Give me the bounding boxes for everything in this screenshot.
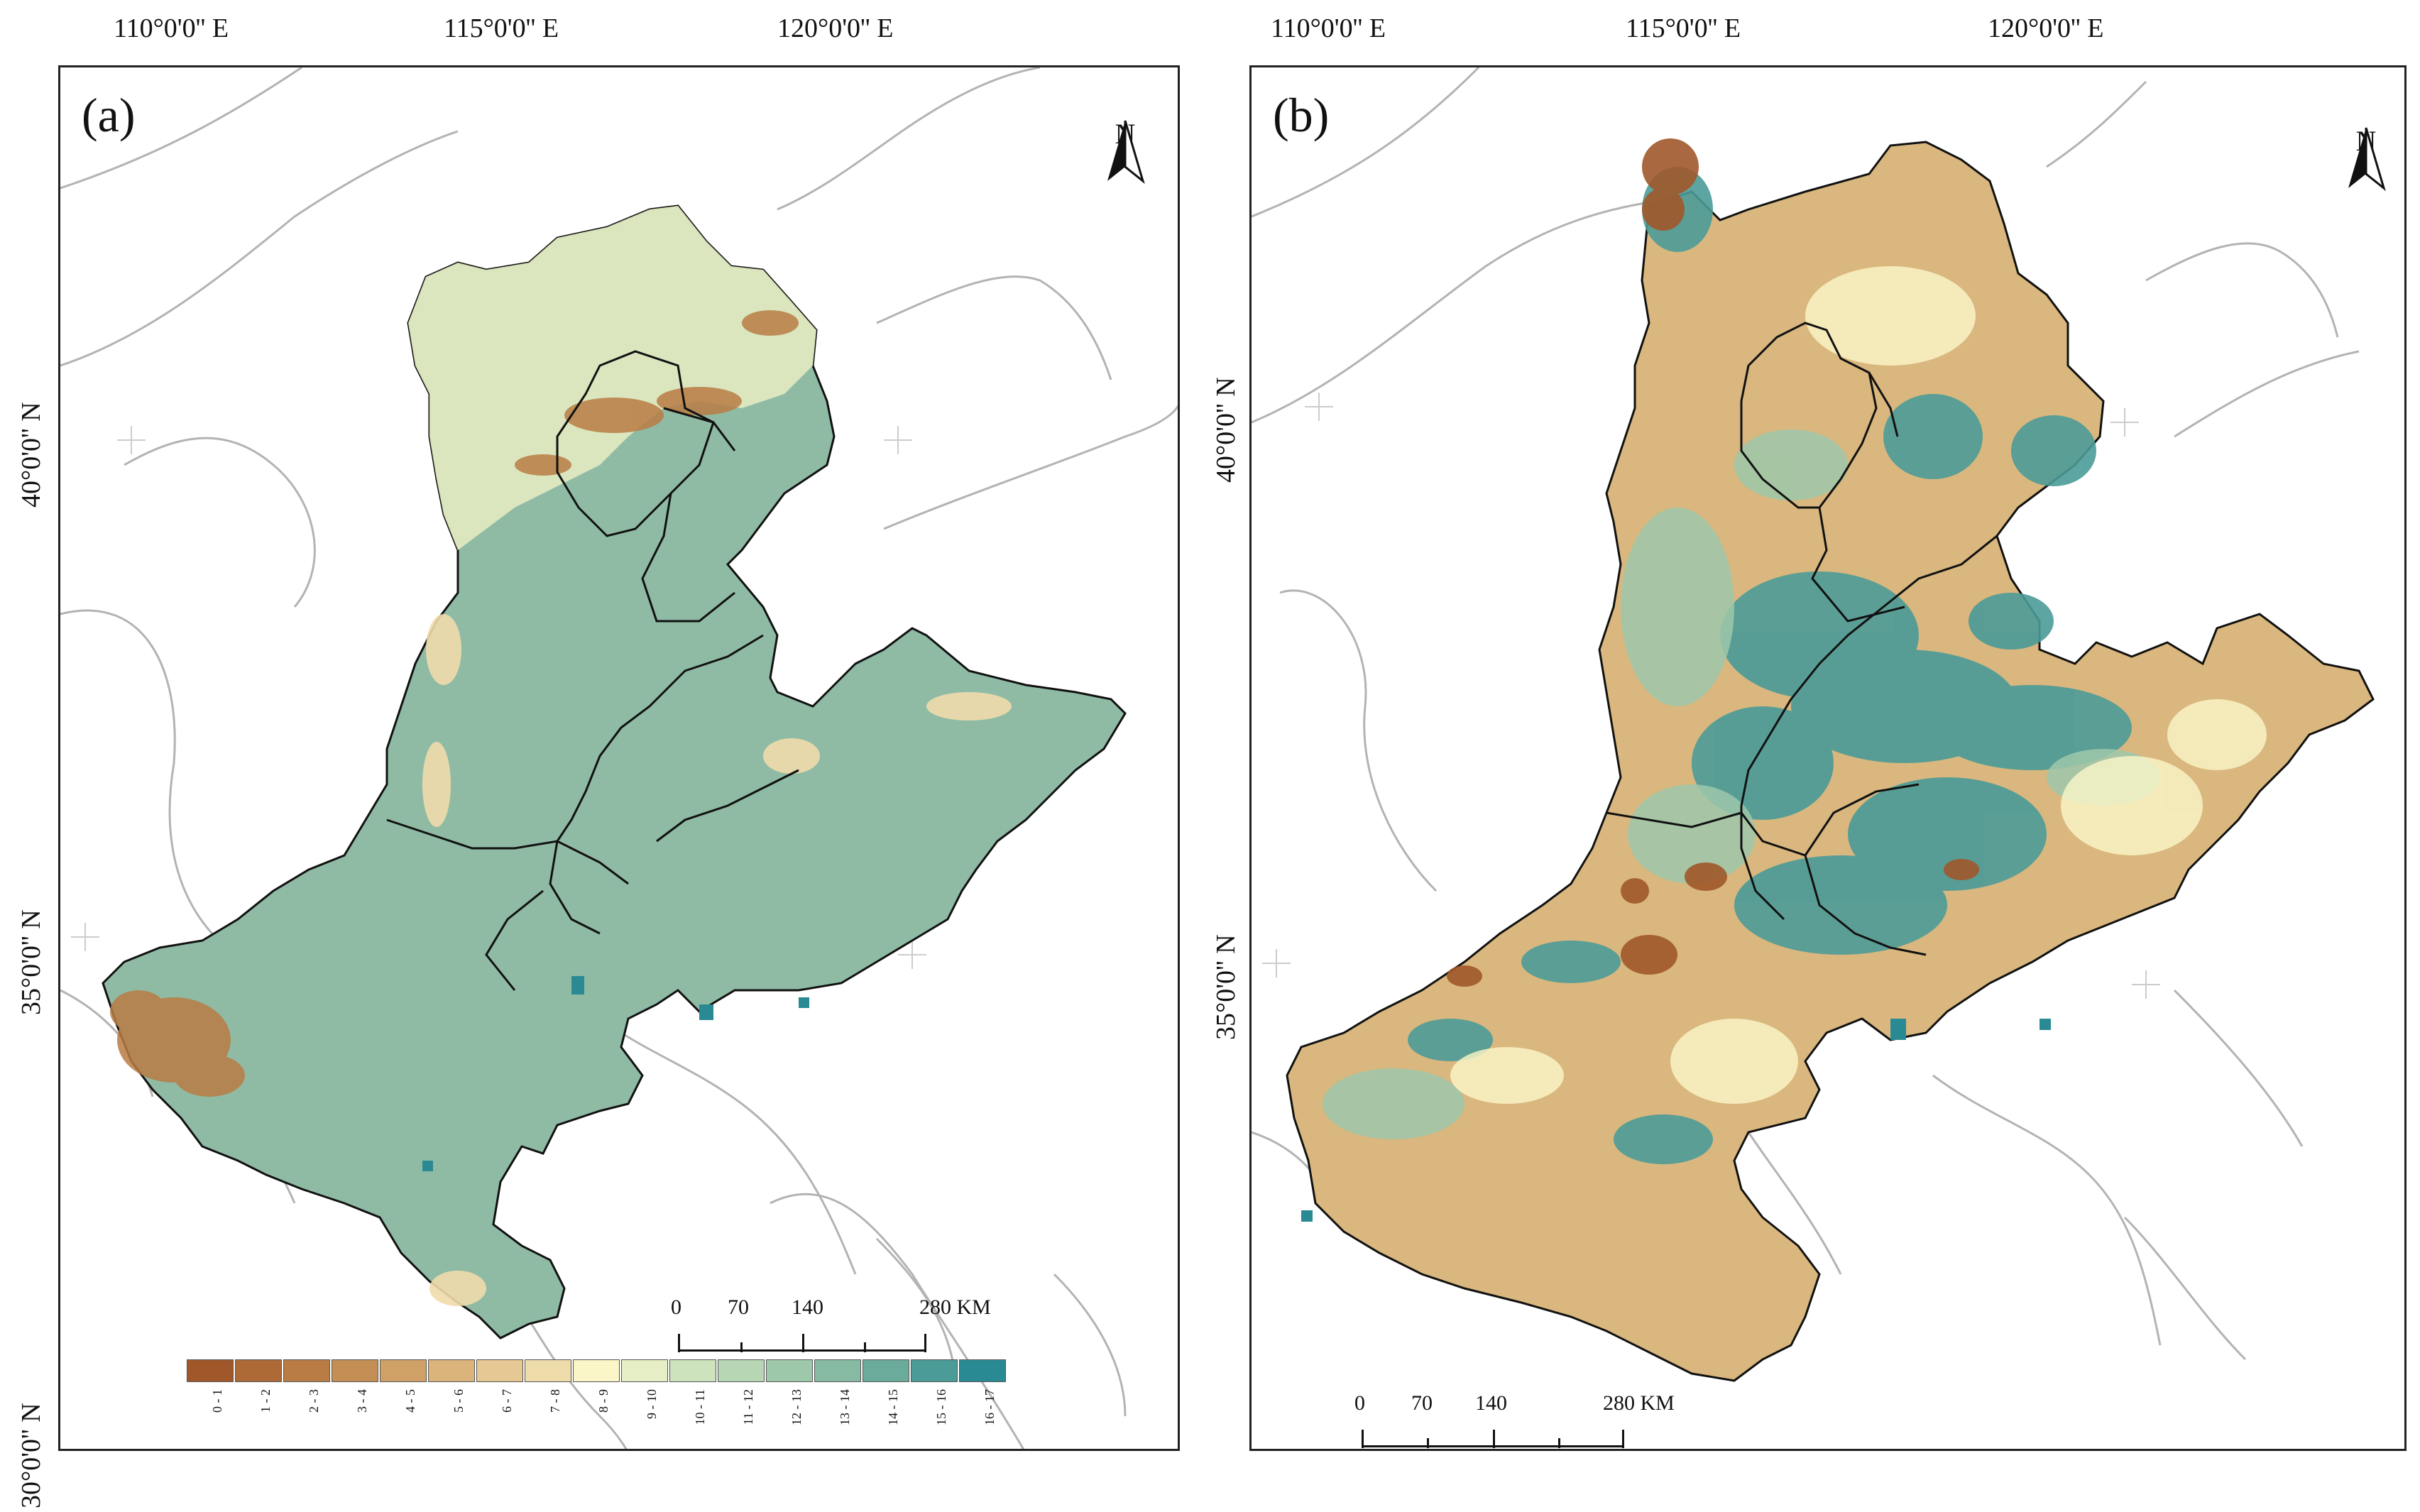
scale-bar: 0 70 140 280 KM xyxy=(671,1295,991,1352)
legend-label-9: 9 - 10 xyxy=(645,1389,659,1419)
legend-swatch-13 xyxy=(814,1359,861,1382)
legend-swatch-1 xyxy=(235,1359,282,1382)
legend-swatch-12 xyxy=(766,1359,813,1382)
lat-tick-30-a: 30°0'0'' N xyxy=(16,1403,46,1508)
map-panel-b: (b) N 0 70 140 280 KM xyxy=(1249,65,2407,1451)
scale-label-280: 280 KM xyxy=(919,1295,991,1319)
map-a-canvas xyxy=(60,67,1178,1449)
legend-label-2: 2 - 3 xyxy=(307,1389,321,1413)
scale-label-140: 140 xyxy=(1475,1391,1507,1415)
panel-label: (a) xyxy=(82,88,136,142)
legend-swatch-11 xyxy=(718,1359,765,1382)
north-arrow-icon xyxy=(2348,127,2386,192)
legend-label-12: 12 - 13 xyxy=(789,1389,804,1425)
north-arrow: N xyxy=(2341,124,2391,231)
province-boundaries xyxy=(386,350,799,991)
lon-tick-120-a: 120°0'0'' E xyxy=(777,13,894,43)
legend-label-13: 13 - 14 xyxy=(838,1389,852,1425)
legend-swatch-6 xyxy=(476,1359,523,1382)
legend-label-14: 14 - 15 xyxy=(886,1389,900,1425)
background-boundaries xyxy=(1252,67,2360,1361)
low-value-patches xyxy=(1447,138,1979,987)
legend-label-11: 11 - 12 xyxy=(741,1389,755,1425)
scale-label-70: 70 xyxy=(728,1295,749,1319)
lat-tick-40-b: 40°0'0'' N xyxy=(1211,377,1241,483)
legend-swatch-10 xyxy=(669,1359,716,1382)
legend-swatch-2 xyxy=(283,1359,330,1382)
high-value-patches xyxy=(1408,167,2132,1164)
legend-label-6: 6 - 7 xyxy=(500,1389,514,1413)
north-arrow-icon xyxy=(1107,120,1145,185)
lat-tick-35-b: 35°0'0'' N xyxy=(1211,934,1241,1040)
legend-swatch-8 xyxy=(573,1359,620,1382)
scale-bar: 0 70 140 280 KM xyxy=(1354,1391,1675,1448)
lon-tick-115-b: 115°0'0'' E xyxy=(1626,13,1741,43)
legend-swatch-16 xyxy=(959,1359,1006,1382)
legend-swatch-5 xyxy=(428,1359,475,1382)
graticule-crosses xyxy=(1262,393,2160,999)
lon-tick-120-b: 120°0'0'' E xyxy=(1988,13,2104,43)
legend-swatch-3 xyxy=(332,1359,378,1382)
north-arrow: N xyxy=(1100,117,1150,224)
map-b-canvas xyxy=(1252,67,2375,1382)
water-bodies xyxy=(1301,1019,2051,1222)
legend-label-8: 8 - 9 xyxy=(596,1389,611,1413)
lat-tick-40-a: 40°0'0'' N xyxy=(16,402,46,508)
legend-label-5: 5 - 6 xyxy=(451,1389,466,1413)
scale-label-280: 280 KM xyxy=(1603,1391,1675,1415)
legend-swatch-7 xyxy=(525,1359,571,1382)
legend-label-16: 16 - 17 xyxy=(982,1389,997,1425)
northern-band xyxy=(408,206,816,550)
lon-tick-110-a: 110°0'0'' E xyxy=(114,13,229,43)
color-legend xyxy=(187,1359,1007,1382)
mid-patches xyxy=(1450,266,2267,1104)
lon-tick-110-b: 110°0'0'' E xyxy=(1271,13,1386,43)
legend-label-10: 10 - 11 xyxy=(693,1389,707,1425)
legend-label-0: 0 - 1 xyxy=(210,1389,224,1413)
legend-swatch-4 xyxy=(380,1359,427,1382)
province-boundaries xyxy=(1606,322,1998,956)
mid-high-patches xyxy=(1323,429,2160,1139)
study-region xyxy=(102,204,1127,1340)
graticule-crosses xyxy=(71,426,926,969)
legend-swatch-0 xyxy=(187,1359,234,1382)
map-panel-a: (a) N 0 70 140 280 KM 0 - 1 1 - 2 2 - 3 3 -… xyxy=(58,65,1180,1451)
lat-tick-35-a: 35°0'0'' N xyxy=(16,909,46,1015)
legend-swatch-14 xyxy=(863,1359,909,1382)
legend-label-7: 7 - 8 xyxy=(548,1389,562,1413)
scale-label-140: 140 xyxy=(792,1295,823,1319)
scale-label-0: 0 xyxy=(671,1295,681,1319)
low-value-patches xyxy=(110,310,799,1097)
scale-label-0: 0 xyxy=(1354,1391,1365,1415)
scale-label-70: 70 xyxy=(1411,1391,1433,1415)
mid-value-patches xyxy=(422,614,1012,1306)
panel-label: (b) xyxy=(1273,88,1330,142)
lon-tick-115-a: 115°0'0'' E xyxy=(444,13,559,43)
legend-label-3: 3 - 4 xyxy=(355,1389,369,1413)
water-bodies xyxy=(422,976,809,1171)
legend-swatch-9 xyxy=(621,1359,668,1382)
legend-label-1: 1 - 2 xyxy=(258,1389,273,1413)
legend-label-15: 15 - 16 xyxy=(934,1389,948,1425)
legend-label-4: 4 - 5 xyxy=(403,1389,417,1413)
legend-swatch-15 xyxy=(911,1359,958,1382)
legend-labels: 0 - 1 1 - 2 2 - 3 3 - 4 4 - 5 5 - 6 6 - 7 7 - 8… xyxy=(187,1389,1039,1439)
